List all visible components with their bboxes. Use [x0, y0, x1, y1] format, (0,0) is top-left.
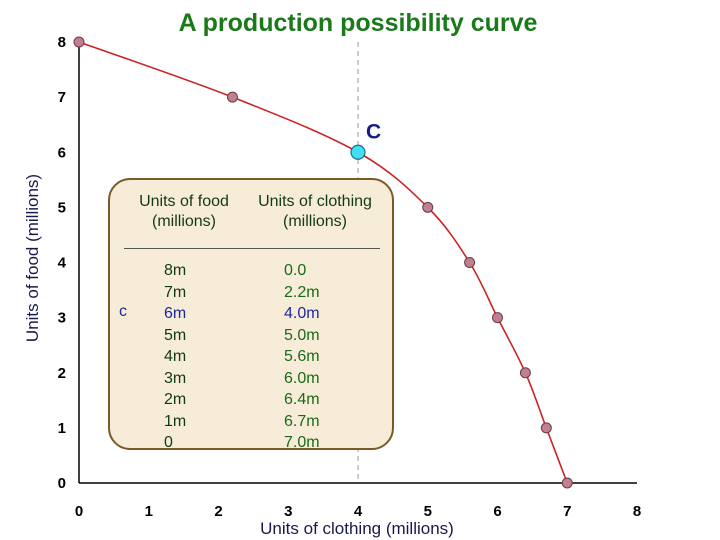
- table-cell-clothing: 6.7m: [284, 412, 320, 430]
- data-point: [422, 201, 434, 213]
- data-points: [73, 36, 573, 489]
- table-header-food: Units of food (millions): [139, 193, 229, 230]
- x-tick-label: 4: [354, 503, 363, 520]
- y-tick-label: 0: [58, 475, 66, 492]
- y-tick-label: 2: [58, 365, 66, 382]
- table-cell-food: 1m: [164, 412, 187, 430]
- table-divider: [124, 248, 380, 249]
- table-cell-clothing: 5.0m: [284, 326, 320, 344]
- y-tick-label: 5: [58, 199, 66, 216]
- data-point: [540, 422, 552, 434]
- x-tick-label: 8: [633, 503, 641, 520]
- data-point: [492, 312, 503, 324]
- y-axis-label: Units of food (millions): [23, 174, 42, 342]
- table-cell-food: 6m: [164, 305, 187, 322]
- table-cell-clothing: 7.0m: [284, 434, 320, 451]
- point-c: [350, 144, 366, 160]
- y-tick-label: 1: [58, 420, 66, 437]
- point-c-label: C: [366, 120, 381, 143]
- table-cell-food: 3m: [164, 369, 187, 387]
- table-cell-clothing: 6.0m: [284, 369, 320, 387]
- data-point: [464, 257, 476, 268]
- x-tick-label: 2: [214, 503, 222, 520]
- y-tick-label: 6: [58, 144, 66, 161]
- axes: [78, 42, 637, 484]
- table-cell-food: 4m: [164, 348, 187, 365]
- table-cell-clothing: 4.0m: [284, 305, 320, 322]
- data-point: [226, 91, 238, 103]
- table-cell-clothing: 5.6m: [284, 348, 320, 365]
- table-cell-food: 2m: [164, 391, 187, 408]
- table-cell-clothing: 2.2m: [284, 283, 320, 301]
- tick-labels: 0 1 2 3 4 5 6 7 8 0 1 2 3 4 5 6 7 8: [58, 34, 642, 520]
- x-tick-label: 5: [424, 503, 432, 520]
- table-cell-food: 5m: [164, 326, 187, 344]
- table-cell-clothing: 0.0: [284, 262, 307, 279]
- production-table: Units of food (millions) Units of clothi…: [108, 178, 394, 451]
- x-tick-label: 7: [563, 503, 571, 520]
- food-column: 8m 7m 6m 5m 4m 3m 2m 1m 0: [164, 260, 186, 454]
- x-tick-label: 1: [145, 503, 153, 520]
- clothing-column: 0.0 2.2m 4.0m 5.0m 5.6m 6.0m 6.4m 6.7m 7.0m: [284, 260, 320, 454]
- y-tick-label: 4: [58, 255, 67, 272]
- y-tick-label: 3: [58, 310, 66, 327]
- x-axis-label: Units of clothing (millions): [260, 519, 454, 538]
- table-cell-food: 7m: [164, 283, 187, 301]
- data-point: [519, 367, 531, 379]
- x-tick-label: 0: [75, 503, 83, 520]
- data-point: [73, 36, 85, 48]
- chart-title: A production possibility curve: [179, 9, 538, 37]
- table-cell-clothing: 6.4m: [284, 391, 320, 408]
- x-tick-label: 6: [493, 503, 501, 520]
- y-tick-label: 7: [58, 89, 66, 106]
- data-point: [561, 477, 573, 489]
- table-cell-food: 0: [164, 434, 173, 451]
- x-tick-label: 3: [284, 503, 292, 520]
- table-row-label-c: c: [119, 303, 127, 320]
- table-header-clothing: Units of clothing (millions): [258, 193, 372, 230]
- y-tick-label: 8: [58, 34, 66, 51]
- table-cell-food: 8m: [164, 262, 187, 279]
